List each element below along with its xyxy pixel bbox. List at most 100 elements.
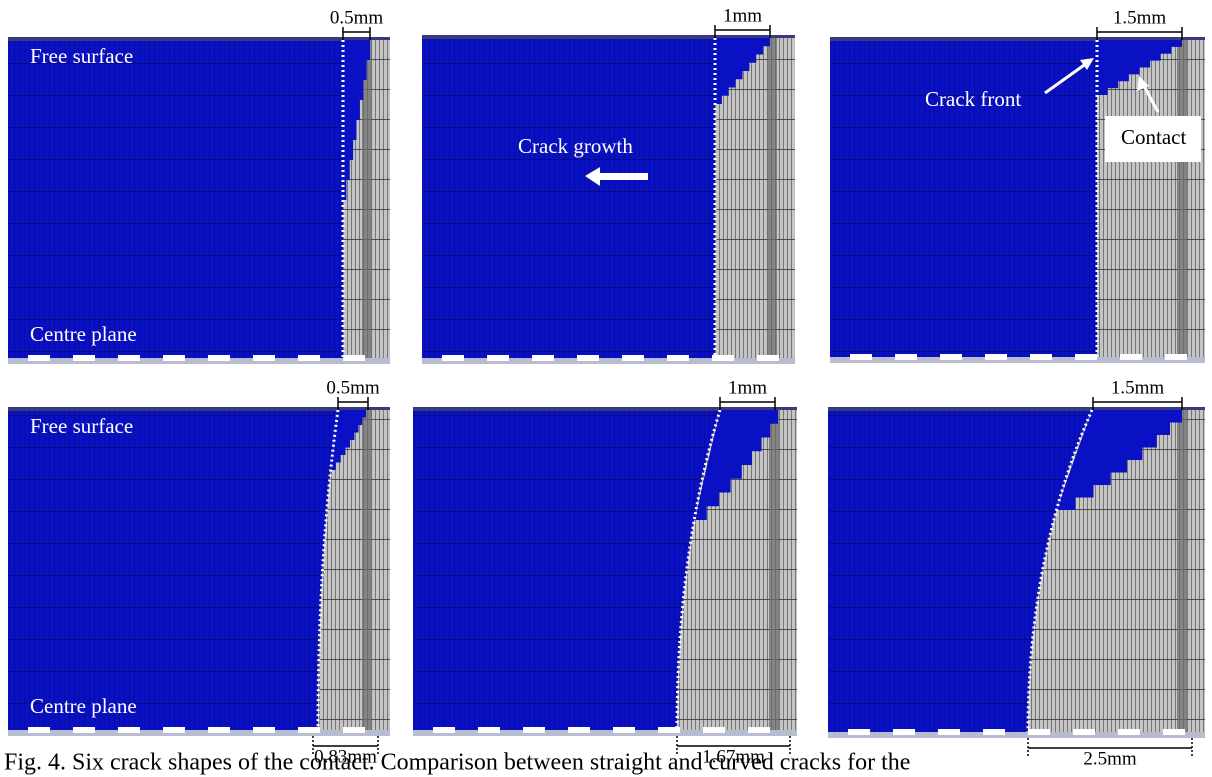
arrow (1080, 58, 1094, 70)
base-notch (850, 354, 872, 360)
panel-label: Free surface (30, 414, 133, 438)
base-notch (73, 727, 95, 733)
panel: 1mm (422, 5, 795, 364)
base-strip (830, 357, 1205, 363)
base-strip (828, 732, 1205, 738)
caption: Fig. 4. Six crack shapes of the contact.… (4, 750, 910, 776)
base-strip (8, 730, 390, 736)
base-notch (1118, 729, 1140, 735)
crack-front (675, 409, 722, 731)
base-notch (938, 729, 960, 735)
base-notch (118, 355, 140, 361)
base-notch (298, 727, 320, 733)
panel-label: Centre plane (30, 694, 137, 718)
base-strip (422, 358, 795, 364)
base-notch (658, 727, 680, 733)
base-notch (1165, 354, 1187, 360)
arrow (1142, 85, 1160, 113)
bottom-dimension: 0.83mm (314, 746, 377, 767)
dark-band (767, 38, 777, 358)
contact-region (343, 40, 370, 200)
base-notch (703, 727, 725, 733)
contact-region (330, 410, 366, 470)
contact-region (1097, 40, 1182, 95)
base-notch (1073, 729, 1095, 735)
base-notch (568, 727, 590, 733)
top-edge (8, 407, 390, 411)
base-notch (433, 727, 455, 733)
arrow (585, 167, 648, 186)
base-notch (478, 727, 500, 733)
base-notch (208, 727, 230, 733)
base-notch (577, 355, 599, 361)
panel: 0.5mm (8, 7, 390, 364)
panel: 1.5mm (830, 7, 1205, 363)
base-notch (532, 355, 554, 361)
base-notch (28, 727, 50, 733)
top-dimension: 0.5mm (330, 7, 384, 28)
dark-band (1177, 40, 1187, 357)
bottom-dimension: 1.67mm (702, 746, 765, 767)
mesh-blue (8, 40, 390, 358)
base-notch (893, 729, 915, 735)
base-notch (1030, 354, 1052, 360)
base-notch (983, 729, 1005, 735)
top-dimension: 1.5mm (1111, 377, 1165, 398)
base-notch (1028, 729, 1050, 735)
base-strip (413, 730, 797, 736)
arrow (1137, 76, 1149, 91)
base-notch (442, 355, 464, 361)
base-notch (757, 355, 779, 361)
top-dimension: 1.5mm (1113, 7, 1167, 28)
base-notch (163, 727, 185, 733)
base-notch (253, 355, 275, 361)
base-notch (667, 355, 689, 361)
base-notch (1075, 354, 1097, 360)
panel-label: Centre plane (30, 322, 137, 346)
base-notch (163, 355, 185, 361)
base-notch (748, 727, 770, 733)
panel-label: Crack front (925, 87, 1021, 111)
contact-region (694, 410, 778, 520)
base-notch (343, 355, 365, 361)
top-edge (413, 407, 797, 411)
top-edge (8, 37, 390, 41)
panel-label: Free surface (30, 44, 133, 68)
base-notch (208, 355, 230, 361)
top-dimension: 1mm (723, 5, 762, 26)
base-notch (613, 727, 635, 733)
top-edge (828, 407, 1205, 411)
base-notch (985, 354, 1007, 360)
contact-region (1056, 410, 1182, 510)
arrow (1044, 61, 1088, 95)
base-notch (118, 727, 140, 733)
label-box (1105, 116, 1201, 162)
top-edge (830, 37, 1205, 41)
base-notch (1163, 729, 1185, 735)
contact-region (715, 38, 770, 104)
base-notch (940, 354, 962, 360)
top-dimension: 1mm (728, 377, 767, 398)
top-edge (422, 35, 795, 39)
base-notch (487, 355, 509, 361)
base-notch (523, 727, 545, 733)
base-notch (298, 355, 320, 361)
dark-band (362, 410, 372, 730)
panel: 0.5mm 0.83mm (8, 377, 390, 767)
base-notch (1120, 354, 1142, 360)
base-notch (343, 727, 365, 733)
top-dimension: 0.5mm (326, 377, 380, 398)
bottom-dimension: 2.5mm (1083, 748, 1137, 769)
base-notch (253, 727, 275, 733)
base-strip (8, 358, 390, 364)
dark-band (362, 40, 372, 358)
base-notch (895, 354, 917, 360)
panel-label: Crack growth (518, 134, 633, 158)
panel: 1mm 1.67mm (413, 377, 797, 767)
base-notch (73, 355, 95, 361)
base-notch (712, 355, 734, 361)
panel-label: Contact (1121, 125, 1186, 149)
panel: 1.5mm 2.5mm (828, 377, 1205, 769)
